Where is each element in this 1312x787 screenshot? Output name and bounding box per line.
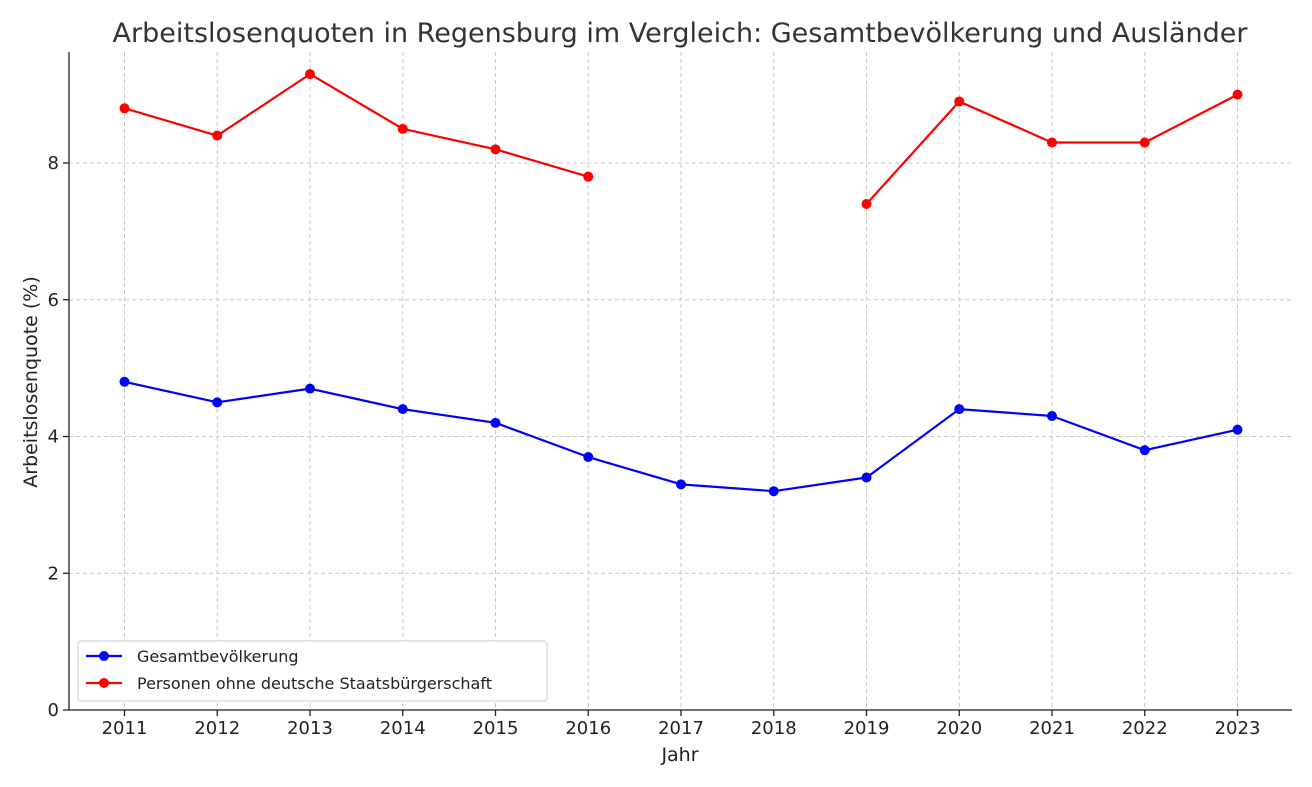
y-tick-label: 2 (48, 563, 59, 584)
x-tick-label: 2018 (751, 718, 797, 739)
x-tick-label: 2013 (287, 718, 333, 739)
data-point (1232, 89, 1243, 100)
data-point (1139, 137, 1150, 148)
x-axis-label: Jahr (660, 744, 698, 766)
y-tick-label: 6 (48, 290, 59, 311)
data-point (119, 376, 130, 387)
data-point (583, 452, 594, 463)
data-point (583, 171, 594, 182)
x-tick-label: 2023 (1215, 718, 1261, 739)
data-point (1047, 137, 1057, 148)
x-tick-labels: 2011 2012 2013 2014 2015 2016 2017 2018 2019 2020… (102, 718, 1261, 739)
y-tick-label: 4 (48, 427, 59, 448)
legend: Gesamtbevölkerung Personen ohne deutsche… (77, 640, 548, 702)
series-0 (119, 376, 1243, 497)
x-tick-label: 2014 (380, 718, 426, 739)
data-point (212, 130, 223, 141)
x-tick-label: 2017 (658, 718, 704, 739)
series-line (124, 73, 589, 178)
data-point (397, 123, 408, 134)
data-point (119, 103, 130, 114)
data-point (305, 69, 315, 80)
y-tick-labels: 0 2 4 6 8 (48, 153, 59, 721)
data-point (954, 96, 965, 107)
data-point (768, 486, 779, 497)
data-point (490, 144, 501, 155)
x-tick-label: 2015 (473, 718, 519, 739)
data-point (1232, 424, 1243, 435)
data-point (490, 417, 501, 428)
legend-marker-gesamt (99, 651, 109, 661)
data-point (212, 397, 223, 408)
data-point (305, 383, 315, 394)
y-tick-label: 8 (48, 153, 59, 174)
grid (69, 52, 1292, 710)
data-point (397, 404, 408, 415)
y-tick-label: 0 (48, 700, 59, 721)
series (119, 69, 1243, 497)
x-tick-label: 2021 (1029, 718, 1075, 739)
legend-frame (77, 640, 548, 702)
legend-label-gesamt: Gesamtbevölkerung (137, 647, 299, 666)
x-tick-label: 2012 (194, 718, 240, 739)
x-tick-label: 2011 (102, 718, 148, 739)
y-axis-label: Arbeitslosenquote (%) (20, 276, 42, 488)
legend-marker-auslaender (99, 678, 109, 688)
axes (63, 52, 1292, 716)
chart-title: Arbeitslosenquoten in Regensburg im Verg… (113, 18, 1249, 49)
data-point (861, 472, 872, 483)
series-1 (119, 69, 1243, 210)
x-tick-label: 2020 (936, 718, 982, 739)
data-point (861, 199, 872, 210)
data-point (1047, 410, 1057, 421)
data-point (954, 404, 965, 415)
x-tick-label: 2019 (844, 718, 890, 739)
x-tick-label: 2022 (1122, 718, 1168, 739)
data-point (676, 479, 686, 490)
data-point (1139, 445, 1150, 456)
legend-label-auslaender: Personen ohne deutsche Staatsbürgerschaf… (137, 674, 492, 693)
x-tick-label: 2016 (565, 718, 611, 739)
